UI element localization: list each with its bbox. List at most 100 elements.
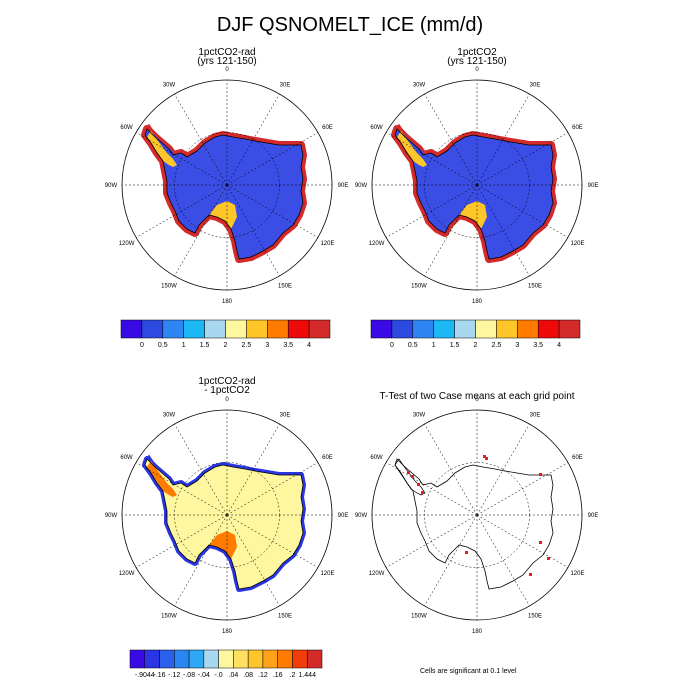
lon-label: 150W <box>161 283 177 289</box>
meridian-line <box>174 184 228 277</box>
colorbar-swatch <box>475 319 497 339</box>
lon-label: 150W <box>161 613 177 619</box>
colorbar-label: 0.5 <box>408 342 418 349</box>
lon-label: 180 <box>472 629 483 635</box>
colorbar-swatch <box>183 319 205 339</box>
meridian-line <box>476 423 530 516</box>
lon-label: 30E <box>530 413 541 419</box>
colorbar-swatch <box>277 649 293 669</box>
figure-title: DJF QSNOMELT_ICE (mm/d) <box>216 14 484 36</box>
colorbar-swatch <box>370 319 393 339</box>
lon-label: 0 <box>225 397 229 403</box>
lon-label: 120W <box>369 241 385 247</box>
map-data <box>141 454 306 592</box>
colorbar-label: 3 <box>515 342 519 349</box>
meridian-line <box>476 93 530 186</box>
panel-2-subtitle: (yrs 121-150) <box>447 56 507 67</box>
lon-label: 90E <box>588 513 599 519</box>
colorbar-label: .12 <box>258 672 268 679</box>
lon-label: 30W <box>413 83 426 89</box>
peninsula-fill <box>147 131 177 167</box>
colorbar-swatch <box>454 319 476 339</box>
significant-cell <box>529 573 532 576</box>
lon-label: 90W <box>355 513 368 519</box>
colorbar-label: 1.5 <box>450 342 460 349</box>
meridian-line <box>424 423 478 516</box>
colorbar-label: -.9044 <box>135 672 155 679</box>
colorbar-swatch <box>218 649 234 669</box>
lon-label: 0 <box>225 67 229 73</box>
map-data <box>391 123 557 263</box>
lon-label: 60W <box>120 455 133 461</box>
peninsula-fill <box>397 131 427 167</box>
colorbar-swatch <box>120 319 143 339</box>
lon-label: 60E <box>322 455 333 461</box>
meridian-line <box>174 423 228 516</box>
map-data <box>394 455 554 590</box>
colorbar-swatch <box>558 319 581 339</box>
colorbar-swatch <box>225 319 247 339</box>
colorbar-label: .08 <box>243 672 253 679</box>
colorbar-3: -.9044-.16 -.12 -.08 -.04 -.0 .04 .08 .12 .16 .2 1… <box>129 649 323 679</box>
colorbar-swatch <box>246 319 268 339</box>
significant-cell <box>465 551 468 554</box>
lon-label: 180 <box>472 299 483 305</box>
shelf-fill <box>209 201 237 229</box>
colorbar-swatch <box>204 319 226 339</box>
panel-3-title: 1pctCO2-rad <box>198 376 256 387</box>
colorbar-label: 4 <box>557 342 561 349</box>
lon-label: 120W <box>119 571 135 577</box>
colorbar-label: 4 <box>307 342 311 349</box>
meridian-line <box>226 184 319 238</box>
colorbar-label: 2.5 <box>492 342 502 349</box>
colorbar-label: -.16 <box>154 672 166 679</box>
significant-cell <box>483 455 486 458</box>
meridian-line <box>135 462 228 516</box>
significant-cell <box>547 557 550 560</box>
colorbar-label: -.08 <box>183 672 195 679</box>
meridian-line <box>226 514 319 568</box>
lon-label: 150E <box>528 613 542 619</box>
lon-label: 60W <box>370 455 383 461</box>
colorbar-label: 3.5 <box>283 342 293 349</box>
meridian-line <box>226 462 319 516</box>
colorbar-label: 1.5 <box>200 342 210 349</box>
colorbar-swatch <box>287 319 310 339</box>
lon-label: 150E <box>528 283 542 289</box>
lon-label: 0 <box>475 397 479 403</box>
colorbar-label: 3 <box>265 342 269 349</box>
colorbar-swatch <box>267 319 289 339</box>
lon-label: 60E <box>572 455 583 461</box>
meridian-line <box>424 184 478 277</box>
lon-label: 60W <box>120 125 133 131</box>
lon-label: 90W <box>105 183 118 189</box>
colorbar-label: -.12 <box>168 672 180 679</box>
colorbar-swatch <box>412 319 434 339</box>
panel-4-title: T-Test of two Case means at each grid po… <box>379 391 575 402</box>
panel-1-title: 1pctCO2-rad <box>198 47 256 58</box>
colorbar-swatch <box>159 649 175 669</box>
shelf-fill <box>209 531 237 559</box>
colorbar-swatch <box>144 649 160 669</box>
lon-label: 120E <box>570 241 584 247</box>
significant-cell <box>411 475 414 478</box>
meridian-line <box>476 514 530 607</box>
lon-label: 60W <box>370 125 383 131</box>
lon-label: 30E <box>280 83 291 89</box>
lon-label: 30W <box>413 413 426 419</box>
lon-label: 120E <box>570 571 584 577</box>
meridian-line <box>226 423 280 516</box>
panel-2-map: 0 30E 60E 90E 120E 150E 180 150W 120W 90W 60W 30W <box>355 67 599 305</box>
lon-label: 120W <box>369 571 385 577</box>
significant-cell <box>421 491 424 494</box>
lon-label: 120W <box>119 241 135 247</box>
meridian-line <box>476 514 569 568</box>
meridian-line <box>476 462 569 516</box>
lon-label: 60E <box>322 125 333 131</box>
colorbar-label: -.0 <box>215 672 223 679</box>
colorbar-label: 0.5 <box>158 342 168 349</box>
colorbar-label: -.04 <box>198 672 210 679</box>
significant-cell <box>407 471 410 474</box>
shelf-fill <box>459 201 487 229</box>
